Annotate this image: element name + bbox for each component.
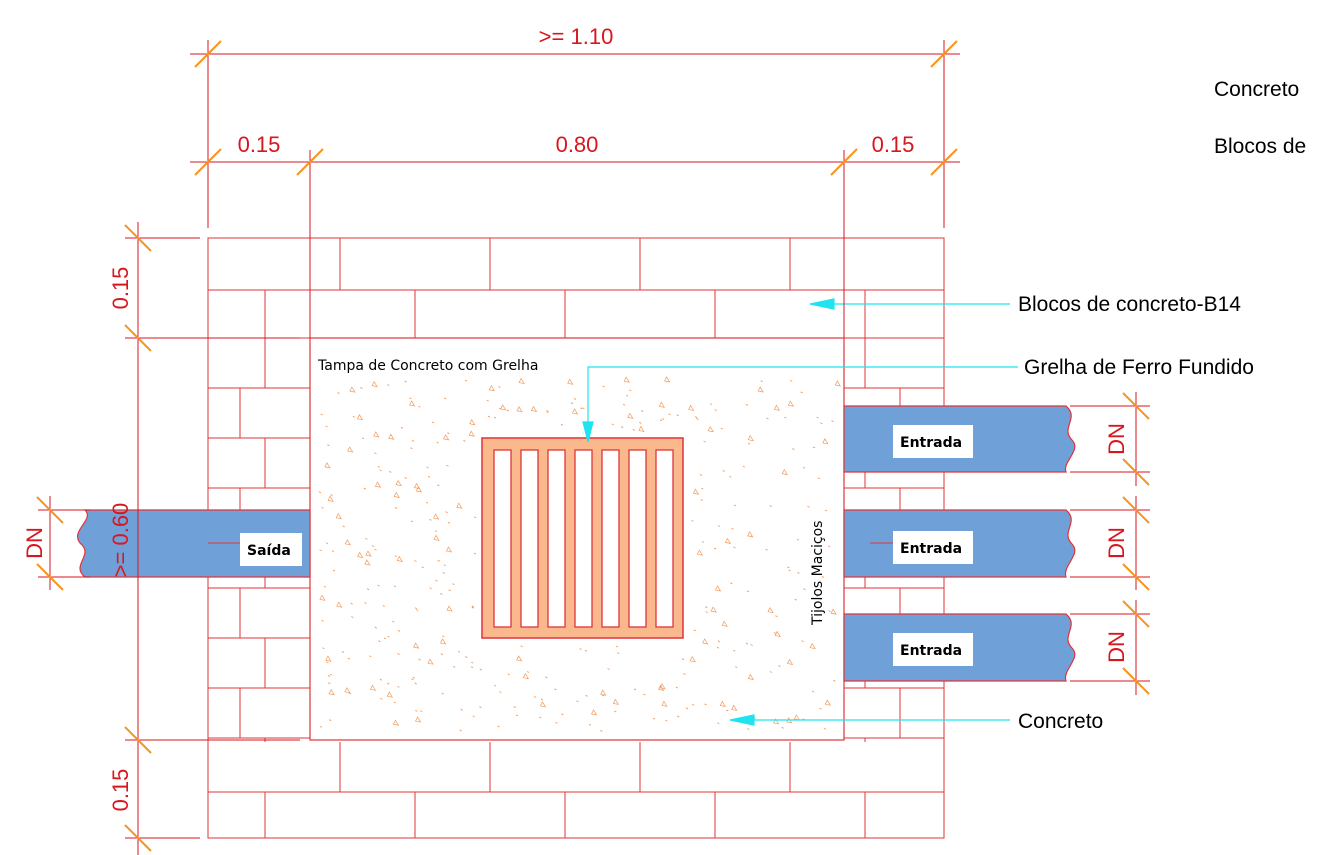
concrete-hatch (318, 376, 841, 732)
grate (481, 437, 684, 639)
solid-bricks-label: Tijolos Maciços (810, 521, 826, 626)
concrete-callout: Concreto (1018, 710, 1103, 733)
inlet-tag-1: Entrada (893, 425, 973, 458)
dimension-ticks (36, 40, 1150, 852)
blocks-callout: Blocos de concreto-B14 (1018, 293, 1241, 316)
legend-item-blocks: Blocos de (1214, 135, 1306, 158)
dim-inlet-dn-2: DN (1104, 527, 1129, 559)
inlet-label-1: Entrada (900, 435, 962, 451)
dimension-lines (38, 40, 1150, 855)
dim-top-wall: 0.15 (108, 267, 133, 310)
inlet-tag-2: Entrada (893, 531, 973, 564)
grate-leader (587, 366, 1018, 425)
dim-opening: 0.80 (556, 132, 599, 157)
inlet-label-3: Entrada (900, 643, 962, 659)
dim-inner-height: >= 0.60 (108, 503, 133, 578)
dim-right-wall: 0.15 (872, 132, 915, 157)
outlet-label: Saída (247, 543, 291, 559)
inlet-tag-3: Entrada (893, 633, 973, 666)
grate-callout: Grelha de Ferro Fundido (1024, 356, 1254, 379)
cover-label: Tampa de Concreto com Grelha (317, 358, 538, 374)
dim-overall-width: >= 1.10 (539, 24, 614, 49)
legend-item-concrete: Concreto (1214, 78, 1299, 101)
dim-outlet-dn: DN (22, 527, 47, 559)
dim-inlet-dn-1: DN (1104, 423, 1129, 455)
inlet-label-2: Entrada (900, 541, 962, 557)
dim-left-wall: 0.15 (238, 132, 281, 157)
outlet-tag: Saída (240, 533, 302, 566)
dim-bottom-wall: 0.15 (108, 769, 133, 812)
leader-lines (582, 298, 1018, 726)
dim-inlet-dn-3: DN (1104, 631, 1129, 663)
